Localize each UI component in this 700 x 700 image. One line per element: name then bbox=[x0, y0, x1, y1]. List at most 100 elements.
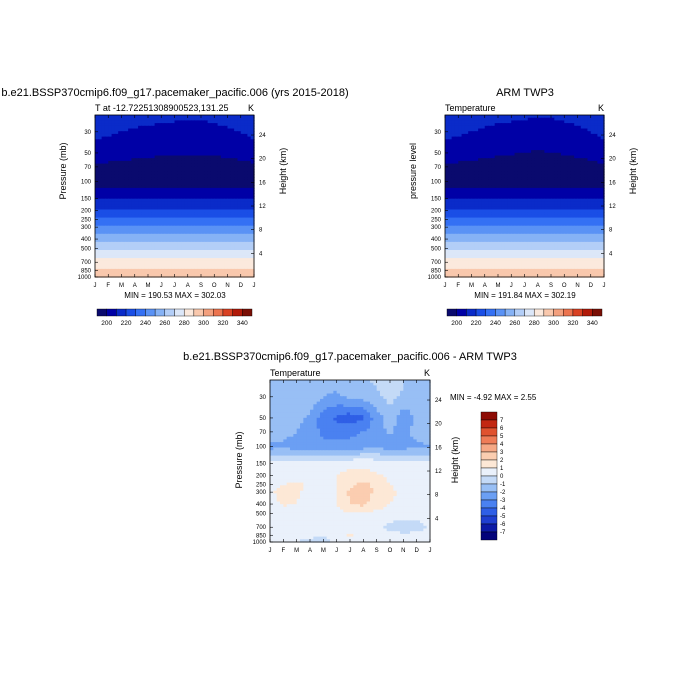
contour-cell bbox=[517, 179, 522, 184]
contour-cell bbox=[148, 220, 152, 224]
contour-cell bbox=[224, 239, 229, 243]
contour-cell bbox=[448, 204, 453, 208]
contour-cell bbox=[474, 147, 479, 151]
contour-cell bbox=[181, 214, 186, 219]
contour-cell bbox=[451, 204, 456, 208]
contour-cell bbox=[207, 201, 212, 205]
contour-cell bbox=[128, 158, 133, 162]
contour-cell bbox=[104, 250, 109, 254]
contour-cell bbox=[124, 160, 129, 165]
contour-cell bbox=[144, 120, 149, 124]
contour-cell bbox=[141, 144, 146, 148]
contour-cell bbox=[184, 201, 189, 205]
contour-cell bbox=[201, 169, 205, 173]
contour-cell bbox=[114, 268, 119, 273]
contour-cell bbox=[478, 190, 483, 194]
contour-cell bbox=[458, 136, 463, 140]
contour-cell bbox=[201, 136, 205, 140]
contour-cell bbox=[474, 212, 479, 216]
contour-cell bbox=[128, 212, 133, 216]
contour-cell bbox=[134, 228, 139, 232]
contour-cell bbox=[207, 204, 212, 208]
contour-cell bbox=[494, 193, 499, 197]
contour-cell bbox=[250, 160, 255, 165]
contour-cell bbox=[557, 182, 562, 186]
contour-cell bbox=[507, 217, 512, 221]
contour-cell bbox=[507, 131, 512, 135]
contour-cell bbox=[461, 190, 466, 194]
contour-cell bbox=[187, 136, 192, 140]
contour-cell bbox=[191, 198, 195, 202]
contour-cell bbox=[144, 231, 149, 235]
contour-cell bbox=[517, 125, 522, 130]
contour-cell bbox=[570, 214, 575, 219]
contour-cell bbox=[240, 233, 245, 238]
contour-cell bbox=[151, 182, 156, 186]
contour-cell bbox=[191, 152, 195, 157]
contour-cell bbox=[491, 155, 496, 159]
contour-cell bbox=[521, 217, 526, 221]
contour-cell bbox=[250, 214, 255, 219]
contour-cell bbox=[534, 131, 539, 135]
contour-cell bbox=[448, 166, 453, 170]
contour-cell bbox=[220, 152, 225, 157]
contour-cell bbox=[101, 163, 106, 167]
contour-cell bbox=[541, 169, 545, 173]
contour-cell bbox=[488, 117, 492, 121]
contour-cell bbox=[174, 239, 179, 243]
contour-cell bbox=[577, 223, 582, 227]
contour-cell bbox=[184, 250, 189, 254]
contour-cell bbox=[197, 255, 202, 259]
contour-cell bbox=[164, 198, 169, 202]
contour-cell bbox=[244, 196, 248, 200]
contour-cell bbox=[224, 136, 229, 140]
contour-cell bbox=[144, 193, 149, 197]
contour-cell bbox=[131, 247, 136, 251]
contour-cell bbox=[534, 185, 539, 189]
contour-cell bbox=[471, 187, 476, 192]
contour-cell bbox=[590, 212, 595, 216]
contour-cell bbox=[240, 174, 245, 178]
contour-cell bbox=[164, 236, 169, 240]
contour-cell bbox=[240, 252, 245, 256]
contour-cell bbox=[554, 212, 559, 216]
contour-cell bbox=[544, 223, 549, 227]
contour-cell bbox=[164, 252, 169, 256]
x-tick-label: M bbox=[119, 283, 124, 289]
contour-cell bbox=[511, 144, 516, 148]
contour-cell bbox=[181, 163, 186, 167]
contour-cell bbox=[167, 201, 172, 205]
contour-cell bbox=[101, 274, 106, 278]
contour-cell bbox=[557, 198, 562, 202]
contour-cell bbox=[187, 206, 192, 211]
contour-cell bbox=[597, 152, 602, 157]
contour-cell bbox=[227, 136, 232, 140]
contour-cell bbox=[584, 177, 589, 181]
contour-cell bbox=[171, 201, 176, 205]
contour-cell bbox=[451, 223, 456, 227]
contour-cell bbox=[557, 212, 562, 216]
contour-cell bbox=[474, 128, 479, 132]
contour-cell bbox=[154, 120, 159, 124]
contour-cell bbox=[171, 128, 176, 132]
contour-cell bbox=[544, 225, 549, 229]
obs-temperature-panel: ARM TWP3 Temperature K J F M A M J J A S O N D J3050… bbox=[408, 87, 638, 327]
contour-cell bbox=[134, 125, 139, 130]
contour-cell bbox=[227, 271, 232, 275]
contour-cell bbox=[184, 196, 189, 200]
contour-cell bbox=[484, 196, 489, 200]
contour-cell bbox=[121, 193, 126, 197]
contour-cell bbox=[560, 185, 565, 189]
contour-cell bbox=[501, 177, 506, 181]
contour-cell bbox=[161, 190, 166, 194]
contour-cell bbox=[590, 115, 595, 119]
contour-cell bbox=[567, 144, 572, 148]
contour-cell bbox=[244, 139, 248, 143]
contour-cell bbox=[207, 244, 212, 248]
contour-cell bbox=[448, 139, 453, 143]
contour-cell bbox=[197, 247, 202, 251]
contour-cell bbox=[491, 209, 496, 213]
contour-cell bbox=[148, 136, 152, 140]
contour-cell bbox=[148, 171, 152, 175]
contour-cell bbox=[104, 133, 109, 138]
